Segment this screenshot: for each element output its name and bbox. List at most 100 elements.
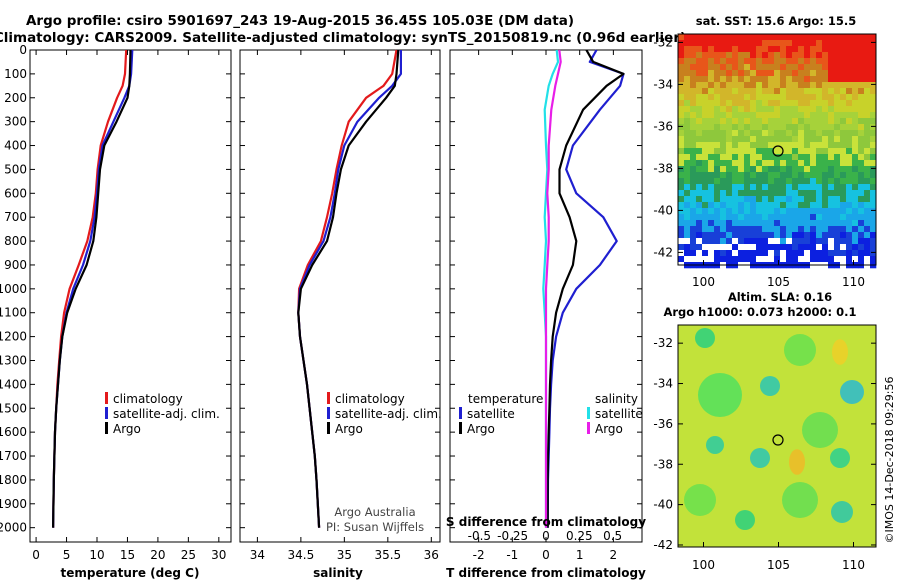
x-tick-label: 20 xyxy=(150,548,165,562)
sst-cell xyxy=(852,58,859,65)
sst-cell xyxy=(696,40,703,47)
sst-cell xyxy=(870,166,877,173)
lon-tick-label: 100 xyxy=(692,275,715,289)
depth-tick-label: 1400 xyxy=(0,377,27,391)
sst-cell xyxy=(684,202,691,209)
sst-cell xyxy=(738,208,745,215)
sst-cell xyxy=(780,238,787,245)
sst-cell xyxy=(690,106,697,113)
sst-cell xyxy=(708,34,715,41)
sst-cell xyxy=(762,58,769,65)
legend-label-s-satellite: satellite xyxy=(595,407,643,421)
sst-cell xyxy=(714,196,721,203)
sst-cell xyxy=(864,184,871,191)
sst-cell xyxy=(732,70,739,77)
sst-cell xyxy=(798,196,805,203)
sst-cell xyxy=(756,118,763,125)
sst-cell xyxy=(708,76,715,83)
sst-cell xyxy=(678,142,685,149)
sst-cell xyxy=(798,238,805,245)
sst-cell xyxy=(786,172,793,179)
sst-cell xyxy=(744,112,751,119)
sst-cell xyxy=(720,40,727,47)
sst-cell xyxy=(690,172,697,179)
credit-line2: PI: Susan Wijffels xyxy=(326,520,424,534)
sla-eddy xyxy=(802,412,838,448)
sst-cell xyxy=(702,154,709,161)
sst-cell xyxy=(858,136,865,143)
sst-cell xyxy=(768,76,775,83)
sst-cell xyxy=(828,190,835,197)
sst-cell xyxy=(780,34,787,41)
sst-cell xyxy=(720,202,727,209)
sst-cell xyxy=(798,148,805,155)
sst-cell xyxy=(870,124,877,131)
sst-cell xyxy=(846,124,853,131)
sst-cell xyxy=(780,82,787,89)
sst-cell xyxy=(792,76,799,83)
t-difference-axis-label: T difference from climatology xyxy=(446,566,646,580)
sst-cell xyxy=(804,112,811,119)
sst-cell xyxy=(864,190,871,197)
sst-cell xyxy=(852,220,859,227)
sst-cell xyxy=(762,250,769,257)
sst-cell xyxy=(762,64,769,71)
sst-cell xyxy=(738,220,745,227)
salinity-axis-label: salinity xyxy=(313,566,363,580)
sst-cell xyxy=(714,52,721,59)
sst-cell xyxy=(798,166,805,173)
sst-cell xyxy=(816,106,823,113)
sst-cell xyxy=(726,52,733,59)
sst-cell xyxy=(792,58,799,65)
x-tick-label: 15 xyxy=(120,548,135,562)
sst-cell xyxy=(768,46,775,53)
sst-cell xyxy=(690,154,697,161)
sst-cell xyxy=(696,58,703,65)
sst-cell xyxy=(762,184,769,191)
sst-cell xyxy=(678,154,685,161)
sst-cell xyxy=(726,220,733,227)
sst-cell xyxy=(708,214,715,221)
legend-swatch-climatology xyxy=(327,392,330,404)
sst-cell xyxy=(792,232,799,239)
sst-cell xyxy=(726,64,733,71)
sst-cell xyxy=(756,238,763,245)
sst-cell xyxy=(744,136,751,143)
sst-cell xyxy=(834,172,841,179)
sst-cell xyxy=(822,214,829,221)
sst-cell xyxy=(768,208,775,215)
sst-cell xyxy=(870,70,877,77)
sst-cell xyxy=(816,214,823,221)
sst-cell xyxy=(774,40,781,47)
sst-cell xyxy=(870,40,877,47)
sst-cell xyxy=(804,184,811,191)
sst-cell xyxy=(816,172,823,179)
sst-cell xyxy=(714,118,721,125)
sst-cell xyxy=(786,46,793,53)
sst-cell xyxy=(786,136,793,143)
sst-cell xyxy=(684,94,691,101)
x-tick-label: 0.5 xyxy=(603,529,622,543)
sst-cell xyxy=(720,244,727,251)
sst-cell xyxy=(780,184,787,191)
x-tick-label: 0 xyxy=(32,548,40,562)
sst-cell xyxy=(846,256,853,263)
sst-cell xyxy=(780,190,787,197)
sst-cell xyxy=(696,196,703,203)
sst-cell xyxy=(852,118,859,125)
salinity-panel-frame xyxy=(239,49,441,543)
sst-cell xyxy=(750,226,757,233)
sst-cell xyxy=(708,166,715,173)
sst-cell xyxy=(822,124,829,131)
sst-cell xyxy=(852,256,859,263)
sst-cell xyxy=(684,220,691,227)
sst-cell xyxy=(720,226,727,233)
sst-cell xyxy=(846,172,853,179)
sst-cell xyxy=(864,94,871,101)
sst-cell xyxy=(720,160,727,167)
sst-cell xyxy=(852,40,859,47)
sst-cell xyxy=(732,178,739,185)
sst-cell xyxy=(678,220,685,227)
sst-cell xyxy=(840,142,847,149)
depth-tick-label: 800 xyxy=(4,234,27,248)
